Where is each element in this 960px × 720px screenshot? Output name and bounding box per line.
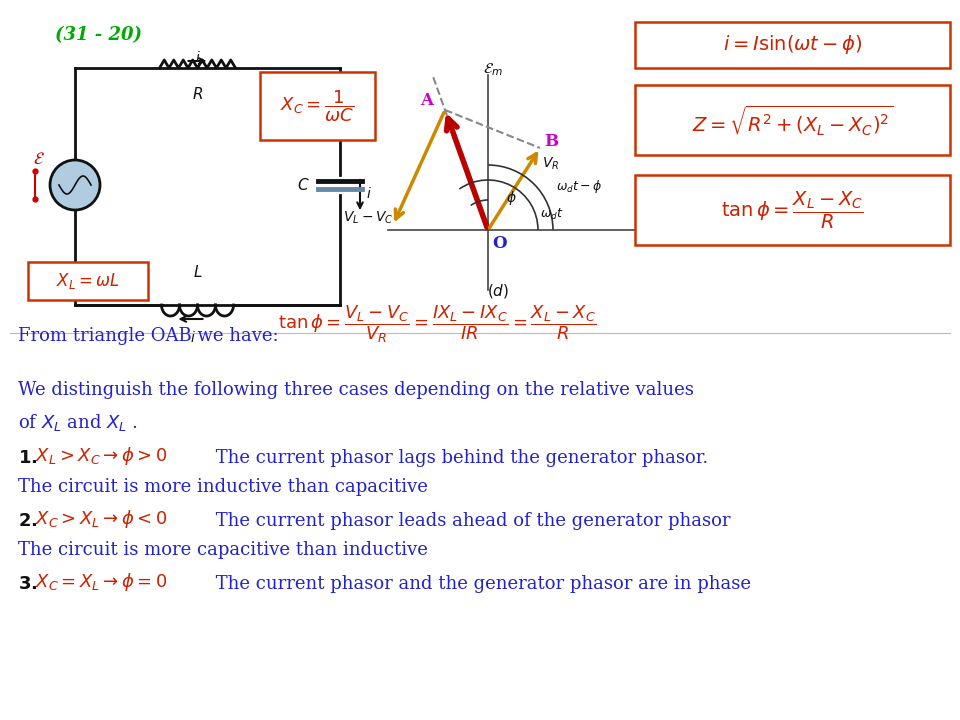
Text: $C$: $C$ (298, 177, 310, 193)
Text: From triangle OAB we have:: From triangle OAB we have: (18, 327, 278, 345)
FancyBboxPatch shape (635, 175, 950, 245)
Text: (31 - 20): (31 - 20) (55, 26, 142, 44)
Text: $Z = \sqrt{R^2 + (X_L - X_C)^2}$: $Z = \sqrt{R^2 + (X_L - X_C)^2}$ (692, 103, 893, 137)
Text: The circuit is more inductive than capacitive: The circuit is more inductive than capac… (18, 478, 428, 496)
Text: B: B (544, 133, 558, 150)
Text: $i$: $i$ (190, 330, 196, 345)
Text: $V_R$: $V_R$ (542, 156, 560, 172)
Text: The circuit is more capacitive than inductive: The circuit is more capacitive than indu… (18, 541, 428, 559)
Text: $V_L - V_C$: $V_L - V_C$ (343, 210, 394, 226)
Text: $\phi$: $\phi$ (506, 189, 516, 207)
FancyBboxPatch shape (260, 72, 375, 140)
Text: $L$: $L$ (193, 264, 203, 280)
FancyBboxPatch shape (635, 85, 950, 155)
Text: The current phasor leads ahead of the generator phasor: The current phasor leads ahead of the ge… (210, 512, 731, 530)
Text: O: O (492, 235, 507, 252)
Text: $\mathbf{2.}$: $\mathbf{2.}$ (18, 512, 37, 530)
Text: The current phasor and the generator phasor are in phase: The current phasor and the generator pha… (210, 575, 751, 593)
Circle shape (50, 160, 100, 210)
Text: $\omega_d t - \phi$: $\omega_d t - \phi$ (556, 178, 603, 195)
Text: of $X_L$ and $X_L$ .: of $X_L$ and $X_L$ . (18, 412, 138, 433)
FancyBboxPatch shape (635, 22, 950, 68)
Text: $X_L > X_C \rightarrow \phi > 0$: $X_L > X_C \rightarrow \phi > 0$ (35, 445, 167, 467)
Text: $i = I\sin(\omega t - \phi)$: $i = I\sin(\omega t - \phi)$ (723, 34, 862, 56)
Text: $\mathbf{3.}$: $\mathbf{3.}$ (18, 575, 37, 593)
Text: $i$: $i$ (366, 186, 372, 200)
Text: $\tan\phi = \dfrac{V_L - V_C}{V_R} = \dfrac{IX_L - IX_C}{IR} = \dfrac{X_L - X_C}: $\tan\phi = \dfrac{V_L - V_C}{V_R} = \df… (278, 303, 596, 345)
Text: A: A (420, 92, 433, 109)
Text: $\omega_d t$: $\omega_d t$ (540, 207, 564, 222)
Text: We distinguish the following three cases depending on the relative values: We distinguish the following three cases… (18, 381, 694, 399)
Text: $i$: $i$ (195, 50, 201, 65)
Text: $R$: $R$ (192, 86, 204, 102)
Text: $X_C = \dfrac{1}{\omega C}$: $X_C = \dfrac{1}{\omega C}$ (280, 88, 354, 124)
Text: $\mathcal{E}$: $\mathcal{E}$ (33, 151, 45, 168)
Text: $X_L = \omega L$: $X_L = \omega L$ (56, 271, 120, 291)
Text: $\mathbf{1.}$: $\mathbf{1.}$ (18, 449, 37, 467)
Text: The current phasor lags behind the generator phasor.: The current phasor lags behind the gener… (210, 449, 708, 467)
Text: $X_C > X_L \rightarrow \phi < 0$: $X_C > X_L \rightarrow \phi < 0$ (35, 508, 167, 530)
Text: $X_C = X_L \rightarrow \phi = 0$: $X_C = X_L \rightarrow \phi = 0$ (35, 571, 167, 593)
Text: $(d)$: $(d)$ (487, 282, 509, 300)
FancyBboxPatch shape (28, 262, 148, 300)
Text: $\mathcal{E}_m$: $\mathcal{E}_m$ (483, 61, 503, 78)
Text: $\tan\phi = \dfrac{X_L - X_C}{R}$: $\tan\phi = \dfrac{X_L - X_C}{R}$ (721, 189, 864, 230)
